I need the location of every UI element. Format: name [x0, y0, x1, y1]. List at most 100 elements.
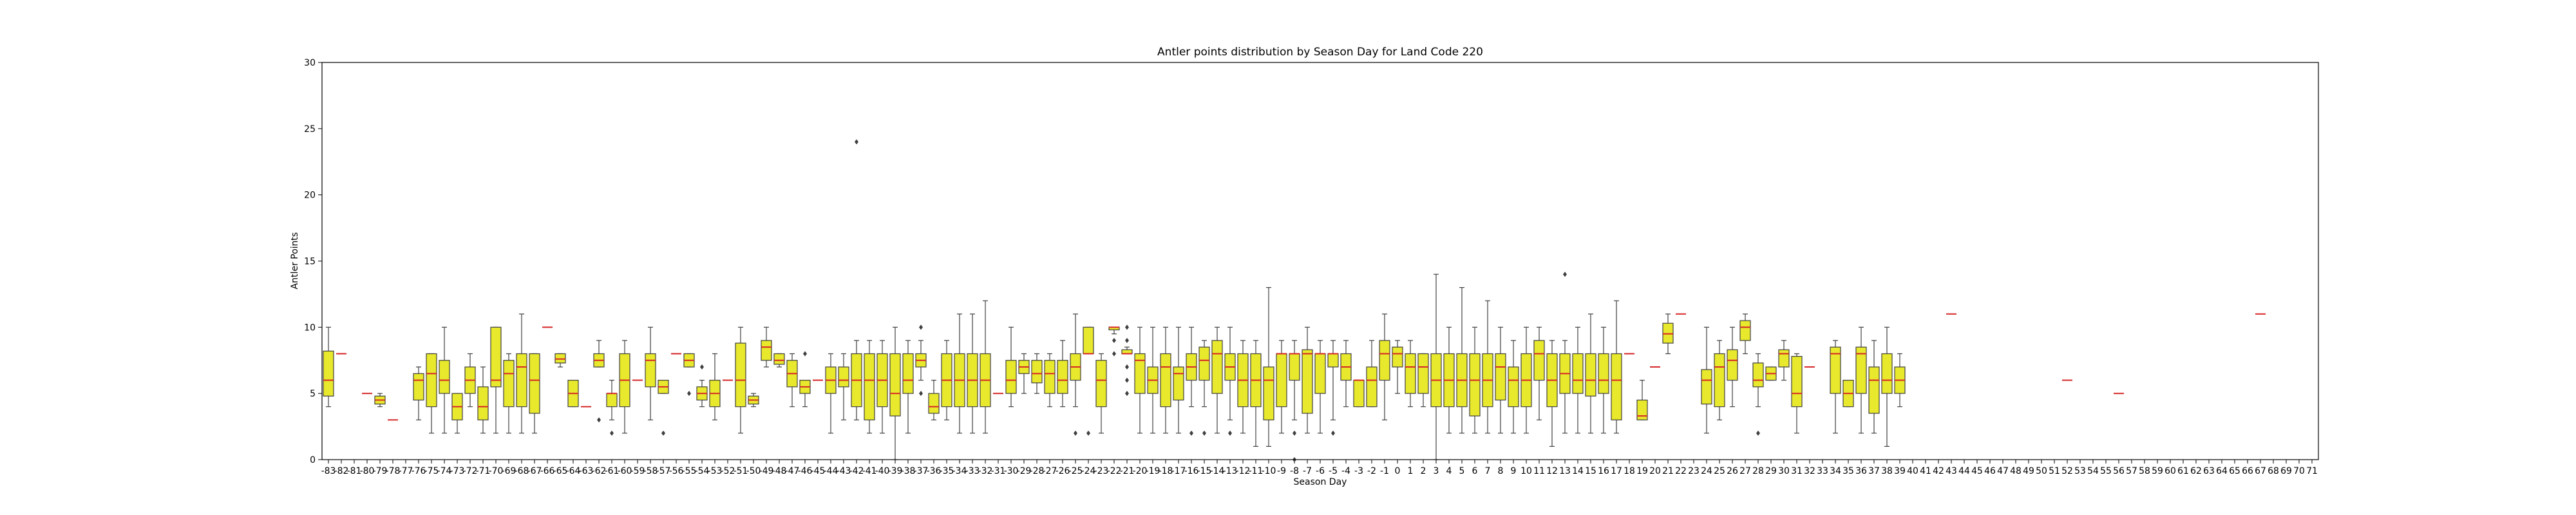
x-tick-label: 2 — [1421, 466, 1426, 476]
x-tick-label: -71 — [476, 466, 491, 476]
box-group — [1379, 314, 1390, 420]
box-group — [426, 353, 437, 434]
box-group — [1430, 274, 1442, 460]
box-group — [1868, 340, 1880, 434]
box — [503, 360, 515, 407]
box — [1533, 340, 1545, 381]
x-tick-label: -51 — [734, 466, 748, 476]
x-tick-label: 67 — [2255, 466, 2266, 476]
x-tick-label: -64 — [566, 466, 581, 476]
x-tick-label: 35 — [1842, 466, 1854, 476]
box-group — [1855, 326, 1867, 434]
x-tick-label: -23 — [1094, 466, 1109, 476]
x-tick-label: -32 — [978, 466, 993, 476]
outlier-point — [1228, 430, 1232, 436]
box-group — [1340, 340, 1352, 407]
box-group — [1598, 326, 1609, 434]
outlier-point — [687, 391, 691, 397]
x-tick-label: -79 — [373, 466, 388, 476]
box-group — [786, 353, 798, 407]
x-tick-label: -42 — [849, 466, 864, 476]
outlier-point — [1189, 430, 1193, 436]
box-group — [1495, 326, 1506, 434]
x-tick-label: 54 — [2087, 466, 2099, 476]
box-group — [1701, 326, 1712, 434]
x-tick-label: -31 — [991, 466, 1006, 476]
box-group — [902, 340, 914, 434]
x-tick-label: -62 — [592, 466, 607, 476]
box — [1044, 360, 1056, 394]
x-tick-label: -61 — [605, 466, 620, 476]
x-tick-label: 0 — [1395, 466, 1401, 476]
box-group — [1791, 353, 1803, 434]
x-tick-label: -27 — [1043, 466, 1057, 476]
box — [773, 353, 785, 365]
outlier-point — [1112, 337, 1116, 343]
x-tick-label: 1 — [1408, 466, 1414, 476]
x-axis: -83-82-81-80-79-78-77-76-75-74-73-72-71-… — [321, 460, 2318, 476]
box — [1134, 353, 1146, 394]
x-tick-label: 65 — [2229, 466, 2240, 476]
box-group — [1302, 326, 1313, 434]
x-tick-label: 63 — [2203, 466, 2215, 476]
box — [1739, 320, 1751, 341]
box-group — [1636, 379, 1648, 420]
box-group — [1353, 379, 1365, 407]
x-tick-label: 12 — [1546, 466, 1558, 476]
x-tick-label: 29 — [1765, 466, 1777, 476]
box — [1855, 346, 1867, 394]
x-tick-label: 57 — [2126, 466, 2137, 476]
x-tick-label: -21 — [1120, 466, 1135, 476]
box-group — [773, 353, 785, 368]
box — [1211, 340, 1223, 394]
box-group — [967, 314, 978, 434]
x-tick-label: 33 — [1817, 466, 1828, 476]
box — [735, 342, 746, 407]
x-tick-label: -72 — [463, 466, 478, 476]
x-tick-label: -59 — [630, 466, 645, 476]
box — [1611, 353, 1622, 420]
x-tick-label: 45 — [1971, 466, 1983, 476]
x-tick-label: 50 — [2036, 466, 2047, 476]
box-group — [1482, 300, 1493, 434]
x-tick-label: -54 — [695, 466, 710, 476]
box-group — [1147, 326, 1159, 434]
x-tick-label: -77 — [399, 466, 413, 476]
box-group — [1250, 340, 1262, 447]
x-tick-label: -37 — [914, 466, 929, 476]
box-group — [1224, 326, 1236, 436]
box-group — [1778, 340, 1790, 381]
x-tick-label: 24 — [1701, 466, 1712, 476]
x-tick-label: -3 — [1354, 466, 1363, 476]
outlier-point — [1125, 324, 1129, 330]
box-group — [1765, 366, 1777, 381]
x-tick-label: -14 — [1210, 466, 1225, 476]
y-axis: 0 5 10 15 20 25 30 — [304, 58, 322, 465]
box-group — [374, 393, 386, 407]
x-tick-label: -49 — [759, 466, 774, 476]
box — [1598, 353, 1609, 394]
x-tick-label: -10 — [1262, 466, 1276, 476]
box-group — [1894, 353, 1906, 407]
x-tick-label: 59 — [2152, 466, 2163, 476]
x-tick-label: -65 — [553, 466, 568, 476]
box-group — [1083, 326, 1094, 436]
x-tick-label: -4 — [1341, 466, 1350, 476]
box-group — [593, 340, 605, 423]
outlier-point — [919, 324, 923, 330]
box-group — [658, 379, 669, 436]
x-tick-label: 21 — [1662, 466, 1674, 476]
x-tick-label: 38 — [1881, 466, 1893, 476]
box-group — [1739, 314, 1751, 355]
x-tick-label: 48 — [2010, 466, 2022, 476]
box-group — [1057, 340, 1068, 407]
x-tick-label: 25 — [1714, 466, 1725, 476]
x-tick-label: -53 — [708, 466, 723, 476]
x-tick-label: -80 — [360, 466, 375, 476]
x-tick-label: -18 — [1159, 466, 1173, 476]
x-tick-label: -48 — [772, 466, 787, 476]
box — [1302, 349, 1313, 414]
x-tick-label: -38 — [901, 466, 916, 476]
outlier-point — [1563, 272, 1567, 277]
x-tick-label: 17 — [1611, 466, 1622, 476]
